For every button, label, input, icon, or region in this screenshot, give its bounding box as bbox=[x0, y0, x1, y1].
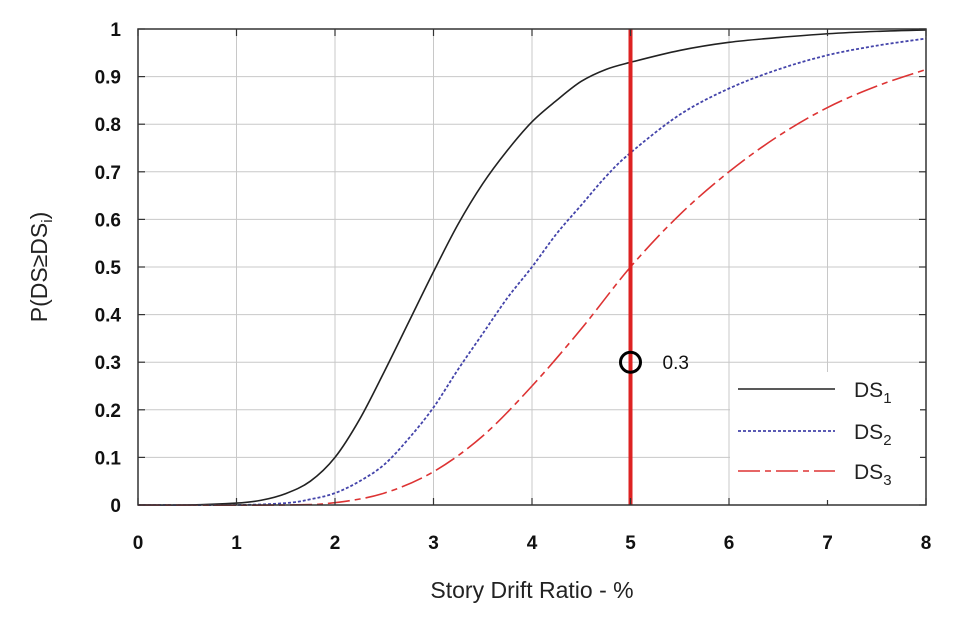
x-axis-title: Story Drift Ratio - % bbox=[430, 577, 633, 603]
annotation-marker bbox=[619, 350, 642, 374]
annotation-label: 0.3 bbox=[663, 353, 689, 374]
y-tick-label: 0.3 bbox=[95, 353, 121, 374]
legend-box bbox=[730, 372, 920, 500]
y-tick-label: 0.5 bbox=[95, 258, 122, 279]
x-tick-label: 2 bbox=[330, 533, 341, 554]
legend: DS1 DS2 DS3 bbox=[730, 372, 920, 500]
y-tick-label: 0.9 bbox=[95, 68, 121, 89]
x-tick-label: 1 bbox=[231, 533, 242, 554]
y-axis-title: P(DS≥DSi) bbox=[26, 212, 56, 323]
annotation-layer: 0.3 bbox=[619, 350, 689, 374]
x-tick-labels: 0 1 2 3 4 5 6 7 8 bbox=[133, 533, 932, 554]
x-tick-label: 6 bbox=[724, 533, 735, 554]
legend-label-ds2: DS2 bbox=[854, 421, 892, 449]
legend-label-ds3: DS3 bbox=[854, 461, 892, 489]
y-tick-label: 0 bbox=[110, 496, 121, 517]
y-tick-label: 1 bbox=[110, 20, 121, 41]
y-tick-label: 0.8 bbox=[95, 115, 121, 136]
y-tick-label: 0.6 bbox=[95, 210, 121, 231]
series-line-ds1 bbox=[137, 29, 927, 506]
x-tick-label: 7 bbox=[822, 533, 833, 554]
x-tick-label: 5 bbox=[625, 533, 636, 554]
x-tick-label: 0 bbox=[133, 533, 144, 554]
y-tick-label: 0.1 bbox=[95, 448, 122, 469]
x-tick-label: 3 bbox=[428, 533, 439, 554]
y-tick-label: 0.2 bbox=[95, 401, 121, 422]
series-line-ds2 bbox=[137, 37, 927, 507]
ticks bbox=[137, 28, 927, 506]
x-tick-label: 8 bbox=[921, 533, 932, 554]
y-tick-label: 0.7 bbox=[95, 163, 121, 184]
y-tick-labels: 0 0.1 0.2 0.3 0.4 0.5 0.6 0.7 0.8 0.9 1 bbox=[95, 20, 122, 517]
y-tick-label: 0.4 bbox=[95, 306, 122, 327]
legend-label-ds1: DS1 bbox=[854, 379, 892, 407]
x-tick-label: 4 bbox=[527, 533, 538, 554]
